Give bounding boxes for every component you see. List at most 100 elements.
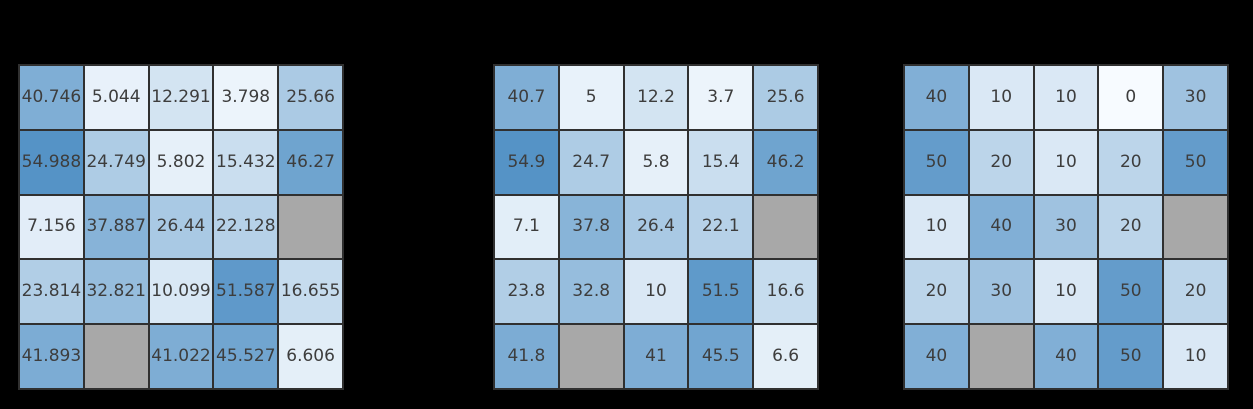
cell-value: 25.6 — [766, 86, 805, 107]
cell-value: 5 — [585, 86, 597, 107]
heatmap-cell: 16.6 — [754, 260, 817, 324]
heatmap-cell: 10 — [1034, 260, 1098, 324]
heatmap-cell: 10 — [1164, 325, 1227, 388]
cell-value: 16.655 — [280, 281, 341, 302]
cell-value: 25.66 — [286, 86, 335, 107]
cell-value: 24.7 — [572, 151, 611, 172]
heatmap-cell: 32.821 — [84, 260, 148, 324]
heatmap-cell: 54.988 — [20, 130, 83, 194]
heatmap-cell: 25.66 — [279, 66, 342, 129]
heatmap-cell: 41.893 — [20, 325, 83, 388]
heatmap-cell: 20 — [905, 260, 968, 324]
cell-value: 5.802 — [156, 151, 206, 172]
cell-value: 40.746 — [21, 86, 82, 107]
cell-value: 10 — [1184, 346, 1207, 367]
cell-value: 26.44 — [156, 216, 206, 237]
heatmap-cell: 0 — [1099, 66, 1163, 129]
heatmap-cell: 30 — [1164, 66, 1227, 129]
cell-value: 10 — [645, 281, 667, 302]
heatmap-cell: 12.2 — [624, 66, 688, 129]
heatmap-cell: 3.7 — [689, 66, 753, 129]
heatmap-cell: 26.4 — [624, 195, 688, 259]
cell-value: 50 — [1119, 346, 1142, 367]
cell-value: 54.9 — [507, 151, 546, 172]
heatmap-cell: 40 — [969, 195, 1033, 259]
heatmap-cell: 10.099 — [149, 260, 213, 324]
heatmap-cell: 6.6 — [754, 325, 817, 388]
heatmap-cell: 20 — [1164, 260, 1227, 324]
cell-value: 40 — [925, 86, 948, 107]
cell-value: 10 — [990, 86, 1013, 107]
cell-value: 37.8 — [572, 216, 611, 237]
heatmap-cell: 26.44 — [149, 195, 213, 259]
heatmap-cell: 5.8 — [624, 130, 688, 194]
cell-value: 46.2 — [766, 151, 805, 172]
heatmap-cell: 24.7 — [559, 130, 623, 194]
heatmap-cell: 22.1 — [689, 195, 753, 259]
cell-value: 41 — [645, 346, 667, 367]
heatmap-cell: 30 — [1034, 195, 1098, 259]
heatmap-cell: 45.5 — [689, 325, 753, 388]
heatmap-cell: 10 — [1034, 66, 1098, 129]
cell-value: 3.7 — [707, 86, 735, 107]
cell-value: 40 — [1055, 346, 1077, 367]
heatmap-cell: 50 — [905, 130, 968, 194]
cell-value: 10 — [1055, 151, 1077, 172]
cell-value: 5.8 — [642, 151, 670, 172]
heatmap-cell: 20 — [969, 130, 1033, 194]
heatmap-cell: 50 — [1099, 260, 1163, 324]
cell-value: 50 — [925, 151, 948, 172]
cell-value: 50 — [1119, 281, 1142, 302]
heatmap-cell: 37.887 — [84, 195, 148, 259]
cell-value: 5.044 — [91, 86, 141, 107]
heatmap-cell: 23.8 — [495, 260, 558, 324]
heatmap-cell-missing — [84, 325, 148, 388]
cell-value: 10 — [925, 216, 948, 237]
heatmap-cell-missing — [1164, 195, 1227, 259]
heatmap-cell: 41 — [624, 325, 688, 388]
heatmap-one-decimal: 40.7 5 12.2 3.7 25.6 54.9 24.7 5.8 15.4 46.2 7.1 37… — [493, 64, 819, 390]
cell-value: 41.893 — [21, 346, 82, 367]
cell-value: 32.821 — [86, 281, 146, 302]
heatmap-cell: 40 — [905, 325, 968, 388]
heatmap-cell: 22.128 — [214, 195, 278, 259]
heatmap-cell: 41.8 — [495, 325, 558, 388]
heatmap-cell: 32.8 — [559, 260, 623, 324]
cell-value: 30 — [1184, 86, 1207, 107]
heatmap-cell: 46.2 — [754, 130, 817, 194]
heatmap-cell: 5.044 — [84, 66, 148, 129]
heatmap-cell: 6.606 — [279, 325, 342, 388]
cell-value: 15.4 — [701, 151, 740, 172]
heatmap-cell: 3.798 — [214, 66, 278, 129]
cell-value: 22.128 — [216, 216, 276, 237]
heatmap-cell: 41.022 — [149, 325, 213, 388]
heatmap-cell: 16.655 — [279, 260, 342, 324]
heatmap-cell: 10 — [624, 260, 688, 324]
heatmap-cell: 40.746 — [20, 66, 83, 129]
cell-value: 23.8 — [507, 281, 546, 302]
heatmap-cell: 40.7 — [495, 66, 558, 129]
heatmap-cell-missing — [754, 195, 817, 259]
cell-value: 12.2 — [637, 86, 675, 107]
cell-value: 41.8 — [507, 346, 546, 367]
cell-value: 30 — [990, 281, 1013, 302]
heatmap-cell: 20 — [1099, 195, 1163, 259]
cell-value: 7.1 — [512, 216, 540, 237]
heatmap-cell: 51.587 — [214, 260, 278, 324]
cell-value: 40 — [925, 346, 948, 367]
cell-value: 50 — [1184, 151, 1207, 172]
heatmap-cell-missing — [559, 325, 623, 388]
heatmap-cell: 50 — [1164, 130, 1227, 194]
cell-value: 37.887 — [86, 216, 146, 237]
cell-value: 54.988 — [21, 151, 82, 172]
heatmap-cell: 50 — [1099, 325, 1163, 388]
cell-value: 40.7 — [507, 86, 546, 107]
heatmap-cell: 45.527 — [214, 325, 278, 388]
cell-value: 20 — [990, 151, 1013, 172]
heatmap-cell: 7.1 — [495, 195, 558, 259]
heatmap-cell: 5 — [559, 66, 623, 129]
cell-value: 12.291 — [151, 86, 211, 107]
cell-value: 45.527 — [216, 346, 276, 367]
heatmap-cell: 10 — [1034, 130, 1098, 194]
